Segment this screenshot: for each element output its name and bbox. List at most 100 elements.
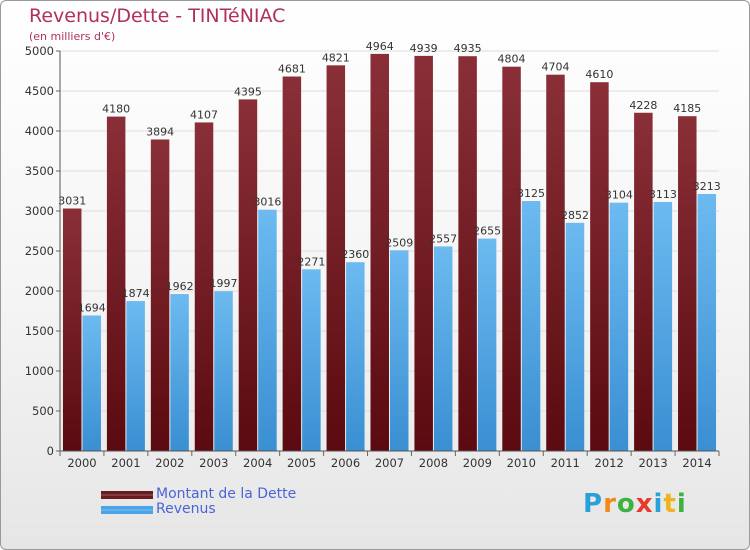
data-label-revenue: 2509 xyxy=(385,236,413,249)
data-label-debt: 4939 xyxy=(410,42,438,55)
data-label-debt: 4821 xyxy=(322,51,350,64)
x-tick-label: 2004 xyxy=(243,456,272,470)
bar-revenue xyxy=(390,250,409,451)
data-label-revenue: 1997 xyxy=(210,277,238,290)
bar-revenue xyxy=(302,269,321,451)
y-tick-label: 2500 xyxy=(25,244,54,258)
data-label-debt: 4185 xyxy=(673,102,701,115)
bar-debt xyxy=(458,56,477,451)
bar-revenue xyxy=(170,294,189,451)
logo-letter: i xyxy=(653,489,664,519)
logo-letter: t xyxy=(663,489,677,519)
data-label-debt: 4964 xyxy=(366,40,394,53)
data-label-revenue: 1694 xyxy=(78,301,106,314)
data-label-revenue: 2655 xyxy=(473,225,501,238)
data-label-revenue: 2271 xyxy=(297,255,325,268)
y-tick-label: 1500 xyxy=(25,324,54,338)
logo-letter: o xyxy=(616,489,636,519)
bar-revenue xyxy=(433,246,453,451)
data-label-revenue: 3016 xyxy=(253,196,281,209)
x-tick-label: 2001 xyxy=(111,456,140,470)
data-label-revenue: 1874 xyxy=(122,287,150,300)
data-label-revenue: 3125 xyxy=(517,187,545,200)
legend-label-debt: Montant de la Dette xyxy=(156,486,297,502)
bar-revenue xyxy=(214,291,233,451)
chart-subtitle: (en milliers d'€) xyxy=(29,30,116,43)
y-tick-label: 2000 xyxy=(25,284,54,298)
data-label-debt: 3031 xyxy=(58,195,86,208)
logo-letter: x xyxy=(635,489,654,519)
x-tick-label: 2008 xyxy=(419,456,448,470)
x-tick-label: 2011 xyxy=(551,456,580,470)
proxiti-logo: Proxiti xyxy=(583,489,687,519)
axes: 0 500 1000 1500 2000 2500 3000 3500 4000 4500 5000… xyxy=(25,44,720,470)
legend-swatch-debt xyxy=(101,491,153,499)
bar-revenue xyxy=(697,193,717,451)
y-tick-label: 500 xyxy=(32,404,54,418)
y-tick-label: 5000 xyxy=(25,44,54,58)
bar-revenue xyxy=(653,201,673,451)
bar-revenue xyxy=(477,238,497,451)
y-tick-label: 4000 xyxy=(25,124,54,138)
bar-debt xyxy=(150,139,170,452)
x-tick-label: 2005 xyxy=(287,456,316,470)
bar-debt xyxy=(326,65,346,451)
legend-label-revenue: Revenus xyxy=(156,501,216,517)
bar-debt xyxy=(678,116,697,451)
y-tick-label: 3500 xyxy=(25,164,54,178)
bar-debt xyxy=(414,55,433,451)
bar-revenue xyxy=(521,201,541,451)
x-tick-label: 2000 xyxy=(67,456,96,470)
bar-revenue xyxy=(346,262,365,451)
x-tick-label: 2010 xyxy=(507,456,536,470)
bar-debt xyxy=(634,112,653,451)
bar-debt xyxy=(106,116,126,451)
bar-debt xyxy=(502,66,521,452)
bar-debt xyxy=(590,82,609,451)
chart-title: Revenus/Dette - TINTéNIAC xyxy=(29,5,286,27)
x-tick-label: 2014 xyxy=(682,456,711,470)
bar-debt xyxy=(194,122,214,451)
bar-revenue xyxy=(565,222,585,451)
bar-revenue xyxy=(82,315,101,451)
bar-revenue xyxy=(126,301,145,451)
bar-revenue xyxy=(609,202,629,451)
data-label-revenue: 3213 xyxy=(693,180,721,193)
y-tick-label: 4500 xyxy=(25,84,54,98)
data-label-debt: 3894 xyxy=(146,125,174,138)
bar-debt xyxy=(546,74,565,452)
data-label-revenue: 3113 xyxy=(649,188,677,201)
y-tick-label: 1000 xyxy=(25,364,54,378)
x-tick-label: 2012 xyxy=(595,456,624,470)
data-label-revenue: 2360 xyxy=(341,248,369,261)
x-tick-label: 2009 xyxy=(463,456,492,470)
x-tick-label: 2007 xyxy=(375,456,404,470)
x-tick-label: 2006 xyxy=(331,456,360,470)
data-label-debt: 4681 xyxy=(278,63,306,76)
x-tick-label: 2003 xyxy=(199,456,228,470)
data-label-debt: 4804 xyxy=(498,53,526,66)
data-label-debt: 4395 xyxy=(234,85,262,98)
bar-debt xyxy=(238,99,258,452)
data-label-debt: 4704 xyxy=(541,61,569,74)
bar-revenue xyxy=(258,209,277,451)
logo-letter: i xyxy=(676,489,687,519)
data-label-debt: 4180 xyxy=(102,103,130,116)
grid-lines xyxy=(60,50,719,452)
data-label-revenue: 3104 xyxy=(605,189,633,202)
x-tick-label: 2013 xyxy=(638,456,667,470)
bar-debt xyxy=(282,76,302,452)
bar-debt xyxy=(370,53,389,451)
data-label-debt: 4107 xyxy=(190,108,218,121)
data-label-revenue: 1962 xyxy=(166,280,194,293)
logo-letter: r xyxy=(603,489,617,519)
data-label-revenue: 2852 xyxy=(561,209,589,222)
x-tick-label: 2002 xyxy=(155,456,184,470)
bar-debt xyxy=(62,208,82,451)
data-label-debt: 4935 xyxy=(454,42,482,55)
y-tick-label: 0 xyxy=(47,444,54,458)
data-label-revenue: 2557 xyxy=(429,232,457,245)
legend-swatch-revenue xyxy=(101,506,153,514)
